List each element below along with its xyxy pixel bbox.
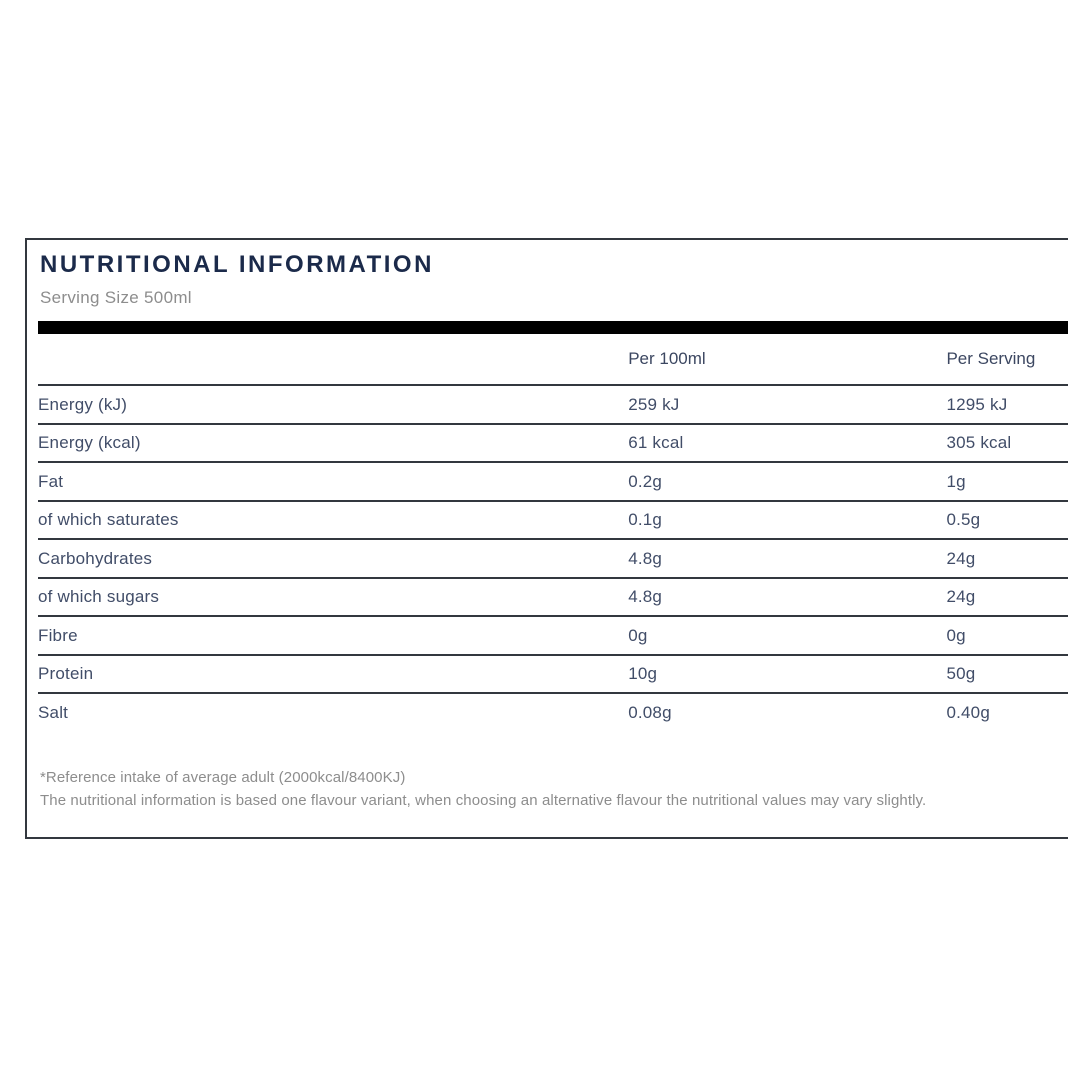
cell-per-100ml-value: 259 kJ bbox=[628, 385, 947, 425]
cell-per-serving-value: 24g bbox=[946, 577, 1068, 618]
table-row: Fat 0.2g 1g bbox=[38, 462, 1068, 502]
table-row: of which saturates 0.1g 0.5g bbox=[38, 500, 1068, 541]
cell-nutrient-label: of which saturates bbox=[38, 500, 629, 541]
cell-per-100ml-value: 4.8g bbox=[628, 539, 947, 579]
divider-bar bbox=[38, 321, 1068, 335]
nutrition-panel: NUTRITIONAL INFORMATION Serving Size 500… bbox=[25, 238, 1068, 839]
column-header-nutrient bbox=[38, 334, 629, 387]
cell-per-100ml-value: 0.08g bbox=[628, 703, 672, 723]
footnote-reference-intake: *Reference intake of average adult (2000… bbox=[40, 768, 406, 786]
table-row: Fibre 0g 0g bbox=[38, 616, 1068, 656]
table-row: Carbohydrates 4.8g 24g bbox=[38, 539, 1068, 579]
cell-nutrient-label: Carbohydrates bbox=[38, 539, 629, 579]
cell-nutrient-label: Protein bbox=[38, 654, 629, 695]
cell-nutrient-label: Energy (kcal) bbox=[38, 423, 629, 464]
cell-per-serving-value: 305 kcal bbox=[946, 423, 1068, 464]
table-row: Energy (kcal) 61 kcal 305 kcal bbox=[38, 423, 1068, 464]
cell-per-serving-value: 50g bbox=[946, 654, 1068, 695]
cell-per-serving-value: 1295 kJ bbox=[946, 385, 1068, 425]
column-header-per-serving: Per Serving bbox=[946, 334, 1068, 387]
cell-per-serving-value: 24g bbox=[946, 539, 1068, 579]
cell-per-100ml-value: 61 kcal bbox=[628, 423, 947, 464]
table-row: of which sugars 4.8g 24g bbox=[38, 577, 1068, 618]
cell-nutrient-label: of which sugars bbox=[38, 577, 629, 618]
cell-per-serving-value: 0.5g bbox=[946, 500, 1068, 541]
table-row: Energy (kJ) 259 kJ 1295 kJ bbox=[38, 385, 1068, 425]
table-header-row: Per 100ml Per Serving bbox=[38, 334, 1068, 387]
cell-per-100ml-value: 0g bbox=[628, 616, 947, 656]
cell-per-serving-value: 0.40g bbox=[946, 703, 990, 723]
cell-nutrient-label: Salt bbox=[38, 703, 69, 723]
nutrition-panel-content: NUTRITIONAL INFORMATION Serving Size 500… bbox=[27, 240, 1068, 837]
cell-per-serving-value: 1g bbox=[946, 462, 1068, 502]
table-row: Protein 10g 50g bbox=[38, 654, 1068, 695]
table-body: Energy (kJ) 259 kJ 1295 kJ Energy (kcal) 61 … bbox=[38, 385, 1068, 732]
serving-size-text: Serving Size 500ml bbox=[40, 288, 192, 308]
cell-per-100ml-value: 0.2g bbox=[628, 462, 947, 502]
cell-nutrient-label: Energy (kJ) bbox=[38, 385, 629, 425]
column-header-per-100ml: Per 100ml bbox=[628, 334, 947, 387]
footnotes: *Reference intake of average adult (2000… bbox=[40, 766, 1068, 812]
footnote-flavour-variant: The nutritional information is based one… bbox=[40, 791, 927, 809]
nutrition-table: Per 100ml Per Serving Energy (kJ) 259 kJ 1… bbox=[38, 334, 1068, 732]
cell-nutrient-label: Fat bbox=[38, 462, 629, 502]
table-row: Salt 0.08g 0.40g bbox=[38, 693, 1068, 732]
panel-title: NUTRITIONAL INFORMATION bbox=[40, 251, 434, 278]
cell-per-100ml-value: 0.1g bbox=[628, 500, 947, 541]
cell-per-serving-value: 0g bbox=[946, 616, 1068, 656]
cell-per-100ml-value: 4.8g bbox=[628, 577, 947, 618]
cell-per-100ml-value: 10g bbox=[628, 654, 947, 695]
cell-nutrient-label: Fibre bbox=[38, 616, 629, 656]
